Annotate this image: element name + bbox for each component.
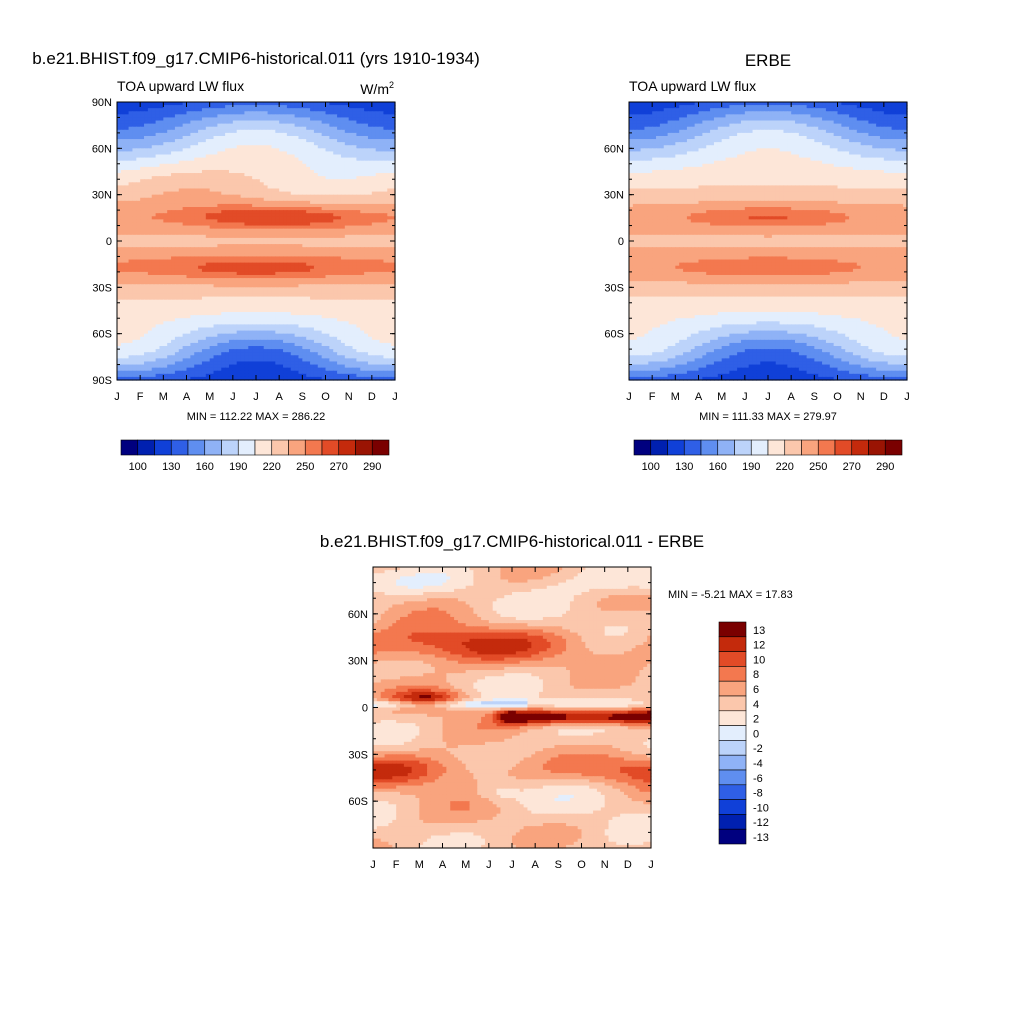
model-units-exponent: 2 — [389, 80, 394, 90]
figure: b.e21.BHIST.f09_g17.CMIP6-historical.011… — [0, 0, 1024, 1024]
model-panel-subtitle: TOA upward LW flux — [117, 78, 244, 94]
model-units-base: W/m — [360, 81, 389, 97]
model-units: W/m2 — [360, 80, 394, 97]
model-panel-title: b.e21.BHIST.f09_g17.CMIP6-historical.011… — [32, 49, 480, 68]
